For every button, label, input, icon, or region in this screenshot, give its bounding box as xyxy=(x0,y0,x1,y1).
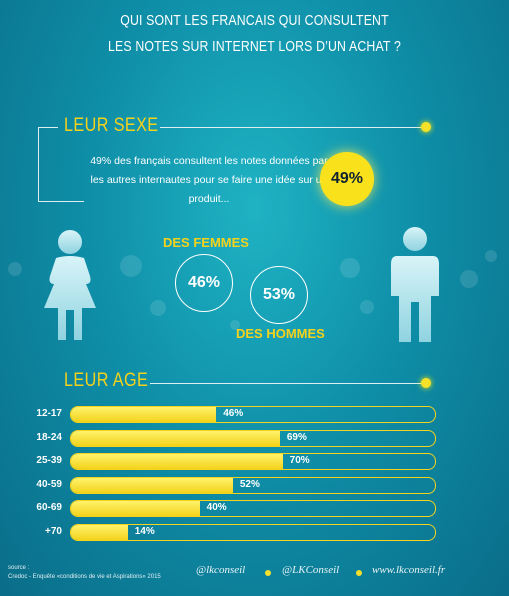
age-bar-value-label: 52% xyxy=(239,478,260,490)
sex-heading-line xyxy=(160,127,425,128)
source-text: Credoc - Enquête «conditions de vie et A… xyxy=(8,574,161,580)
bracket-left xyxy=(38,127,39,201)
source-label: source : xyxy=(8,565,30,571)
title-line-2: LES NOTES SUR INTERNET LORS D’UN ACHAT ? xyxy=(108,38,401,55)
age-category-label: +70 xyxy=(45,525,62,537)
men-label: DES HOMMES xyxy=(236,326,325,341)
age-bar-value-label: 40% xyxy=(206,502,227,513)
twitter-handle[interactable]: @LKConseil xyxy=(282,564,340,576)
website-link[interactable]: www.lkconseil.fr xyxy=(372,564,446,576)
age-bar-track xyxy=(70,500,436,517)
age-category-label: 60-69 xyxy=(36,502,62,513)
age-bar-track xyxy=(70,476,436,494)
facebook-handle[interactable]: @lkconseil xyxy=(196,564,246,576)
age-bar xyxy=(71,477,233,493)
age-category-label: 18-24 xyxy=(36,431,62,443)
bracket-bottom xyxy=(38,201,84,202)
age-bar xyxy=(71,524,128,540)
title-line-1: QUI SONT LES FRANCAIS QUI CONSULTENT xyxy=(120,12,389,29)
men-percent-ring: 53% xyxy=(250,266,308,324)
age-bar-value-label: 46% xyxy=(223,408,244,419)
footer-separator-dot xyxy=(265,570,271,576)
age-bar-track xyxy=(70,406,436,423)
bracket-top xyxy=(38,127,58,128)
age-bar-track xyxy=(70,523,436,541)
sex-heading-dot xyxy=(421,122,431,132)
women-label: DES FEMMES xyxy=(163,235,249,250)
age-bar xyxy=(71,407,217,422)
age-bar xyxy=(71,454,283,469)
female-figure-icon xyxy=(30,228,110,348)
age-category-label: 25-39 xyxy=(36,455,62,466)
age-bar-track xyxy=(70,453,436,470)
age-category-label: 12-17 xyxy=(36,408,62,419)
age-heading-line xyxy=(150,383,425,384)
male-figure-icon xyxy=(385,226,445,349)
age-bar xyxy=(71,430,280,446)
age-bar-row: 25-39 70% xyxy=(24,453,436,471)
age-bar-row: 12-17 46% xyxy=(24,406,436,424)
sex-intro-text: 49% des français consultent les notes do… xyxy=(90,155,328,205)
source-note: source : Credoc - Enquête «conditions de… xyxy=(8,564,161,582)
sex-section-heading: LEUR SEXE xyxy=(64,115,159,136)
age-section-heading: LEUR AGE xyxy=(64,370,149,391)
age-bar-row: +70 14% xyxy=(24,523,436,542)
footer-separator-dot xyxy=(356,570,362,576)
age-bar-value-label: 69% xyxy=(286,431,307,443)
page-title: QUI SONT LES FRANCAIS QUI CONSULTENT LES… xyxy=(0,8,509,60)
age-heading-dot xyxy=(421,378,431,388)
age-bar-row: 18-24 69% xyxy=(24,429,436,448)
headline-percent-badge: 49% xyxy=(320,152,374,206)
age-bar-value-label: 14% xyxy=(134,525,155,537)
age-bar xyxy=(71,501,200,516)
age-category-label: 40-59 xyxy=(36,478,62,490)
age-bar-row: 40-59 52% xyxy=(24,476,436,495)
age-bar-track xyxy=(70,429,436,447)
women-percent-ring: 46% xyxy=(175,254,233,312)
age-bar-row: 60-69 40% xyxy=(24,500,436,518)
age-bar-value-label: 70% xyxy=(289,455,310,466)
